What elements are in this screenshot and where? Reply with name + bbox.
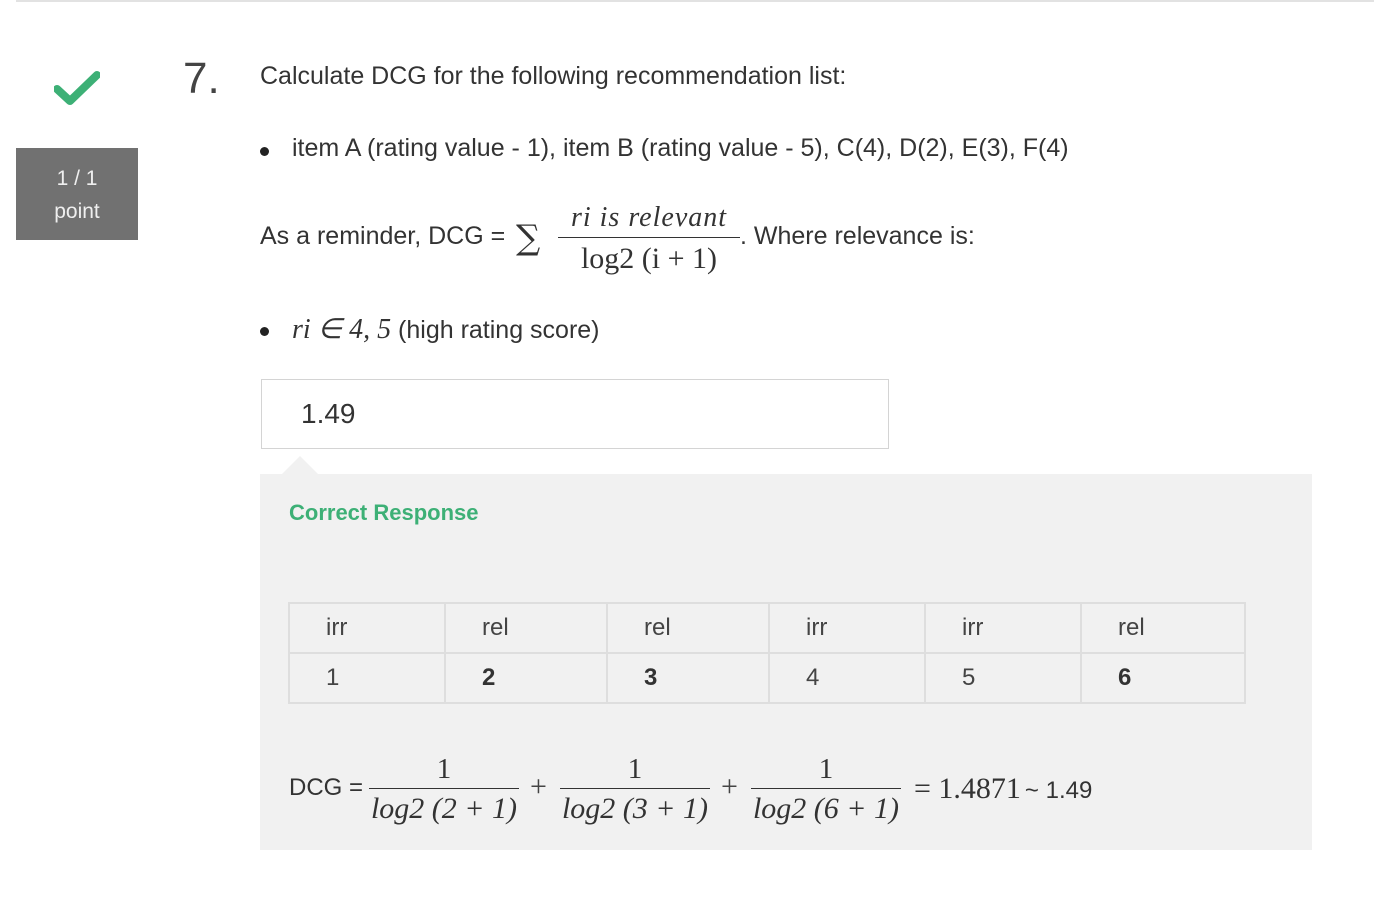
relevance-table: irr rel rel irr irr rel 1 2 3 4 5 6 xyxy=(288,602,1246,704)
fraction-denominator: log2 (6 + 1) xyxy=(752,792,900,825)
equation-fraction: 1 log2 (3 + 1) xyxy=(560,752,710,826)
fraction-numerator: 1 xyxy=(818,753,834,785)
table-cell: 6 xyxy=(1080,652,1246,704)
table-cell: rel xyxy=(606,602,770,654)
answer-input[interactable] xyxy=(261,379,889,449)
list-item-ratings: item A (rating value - 1), item B (ratin… xyxy=(292,134,1069,162)
table-cell: irr xyxy=(768,602,926,654)
relevance-item: ri ∈ 4, 5 (high rating score) xyxy=(292,312,600,346)
table-cell: irr xyxy=(288,602,446,654)
equation-fraction: 1 log2 (2 + 1) xyxy=(369,752,519,826)
reminder-trail: . Where relevance is: xyxy=(740,222,975,250)
dcg-equation: DCG = 1 log2 (2 + 1) + 1 log2 (3 + 1) + … xyxy=(289,752,1249,832)
feedback-panel: Correct Response irr rel rel irr irr rel… xyxy=(260,474,1312,850)
plus-sign: + xyxy=(530,770,547,803)
question-number: 7. xyxy=(183,54,220,103)
list-bullet xyxy=(260,147,272,159)
result-approx: ~ 1.49 xyxy=(1024,777,1093,804)
feedback-pointer xyxy=(282,456,318,474)
score-badge: 1 / 1 point xyxy=(16,148,138,240)
table-cell: 2 xyxy=(444,652,608,704)
question-text: Calculate DCG for the following recommen… xyxy=(260,62,847,90)
reminder-lead: As a reminder, DCG = xyxy=(260,222,506,250)
table-cell: rel xyxy=(1080,602,1246,654)
sum-symbol: ∑ xyxy=(516,218,541,258)
result-value: = 1.4871 xyxy=(914,772,1021,805)
plus-sign: + xyxy=(721,770,738,803)
checkmark-icon xyxy=(54,71,100,105)
formula-denominator: log2 (i + 1) xyxy=(580,242,718,275)
dcg-formula-fraction: ri is relevant log2 (i + 1) xyxy=(558,200,740,276)
table-cell: 3 xyxy=(606,652,770,704)
fraction-numerator: 1 xyxy=(436,753,452,785)
fraction-numerator: 1 xyxy=(627,753,643,785)
relevance-math: ri ∈ 4, 5 xyxy=(292,314,392,345)
fraction-denominator: log2 (2 + 1) xyxy=(370,792,518,825)
top-divider xyxy=(16,0,1374,2)
feedback-title: Correct Response xyxy=(289,500,479,525)
list-bullet xyxy=(260,327,272,339)
equation-label: DCG = xyxy=(289,774,364,801)
table-cell: irr xyxy=(924,602,1082,654)
table-cell: rel xyxy=(444,602,608,654)
formula-numerator: ri is relevant xyxy=(570,202,728,233)
score-value: 1 / 1 xyxy=(56,167,98,190)
score-unit: point xyxy=(54,200,100,223)
table-cell: 4 xyxy=(768,652,926,704)
table-cell: 1 xyxy=(288,652,446,704)
fraction-denominator: log2 (3 + 1) xyxy=(561,792,709,825)
table-row: 1 2 3 4 5 6 xyxy=(288,652,1246,704)
table-row: irr rel rel irr irr rel xyxy=(288,602,1246,654)
relevance-text: (high rating score) xyxy=(398,316,600,344)
equation-fraction: 1 log2 (6 + 1) xyxy=(751,752,901,826)
table-cell: 5 xyxy=(924,652,1082,704)
equation-result: = 1.4871 ~ 1.49 xyxy=(914,772,1092,806)
